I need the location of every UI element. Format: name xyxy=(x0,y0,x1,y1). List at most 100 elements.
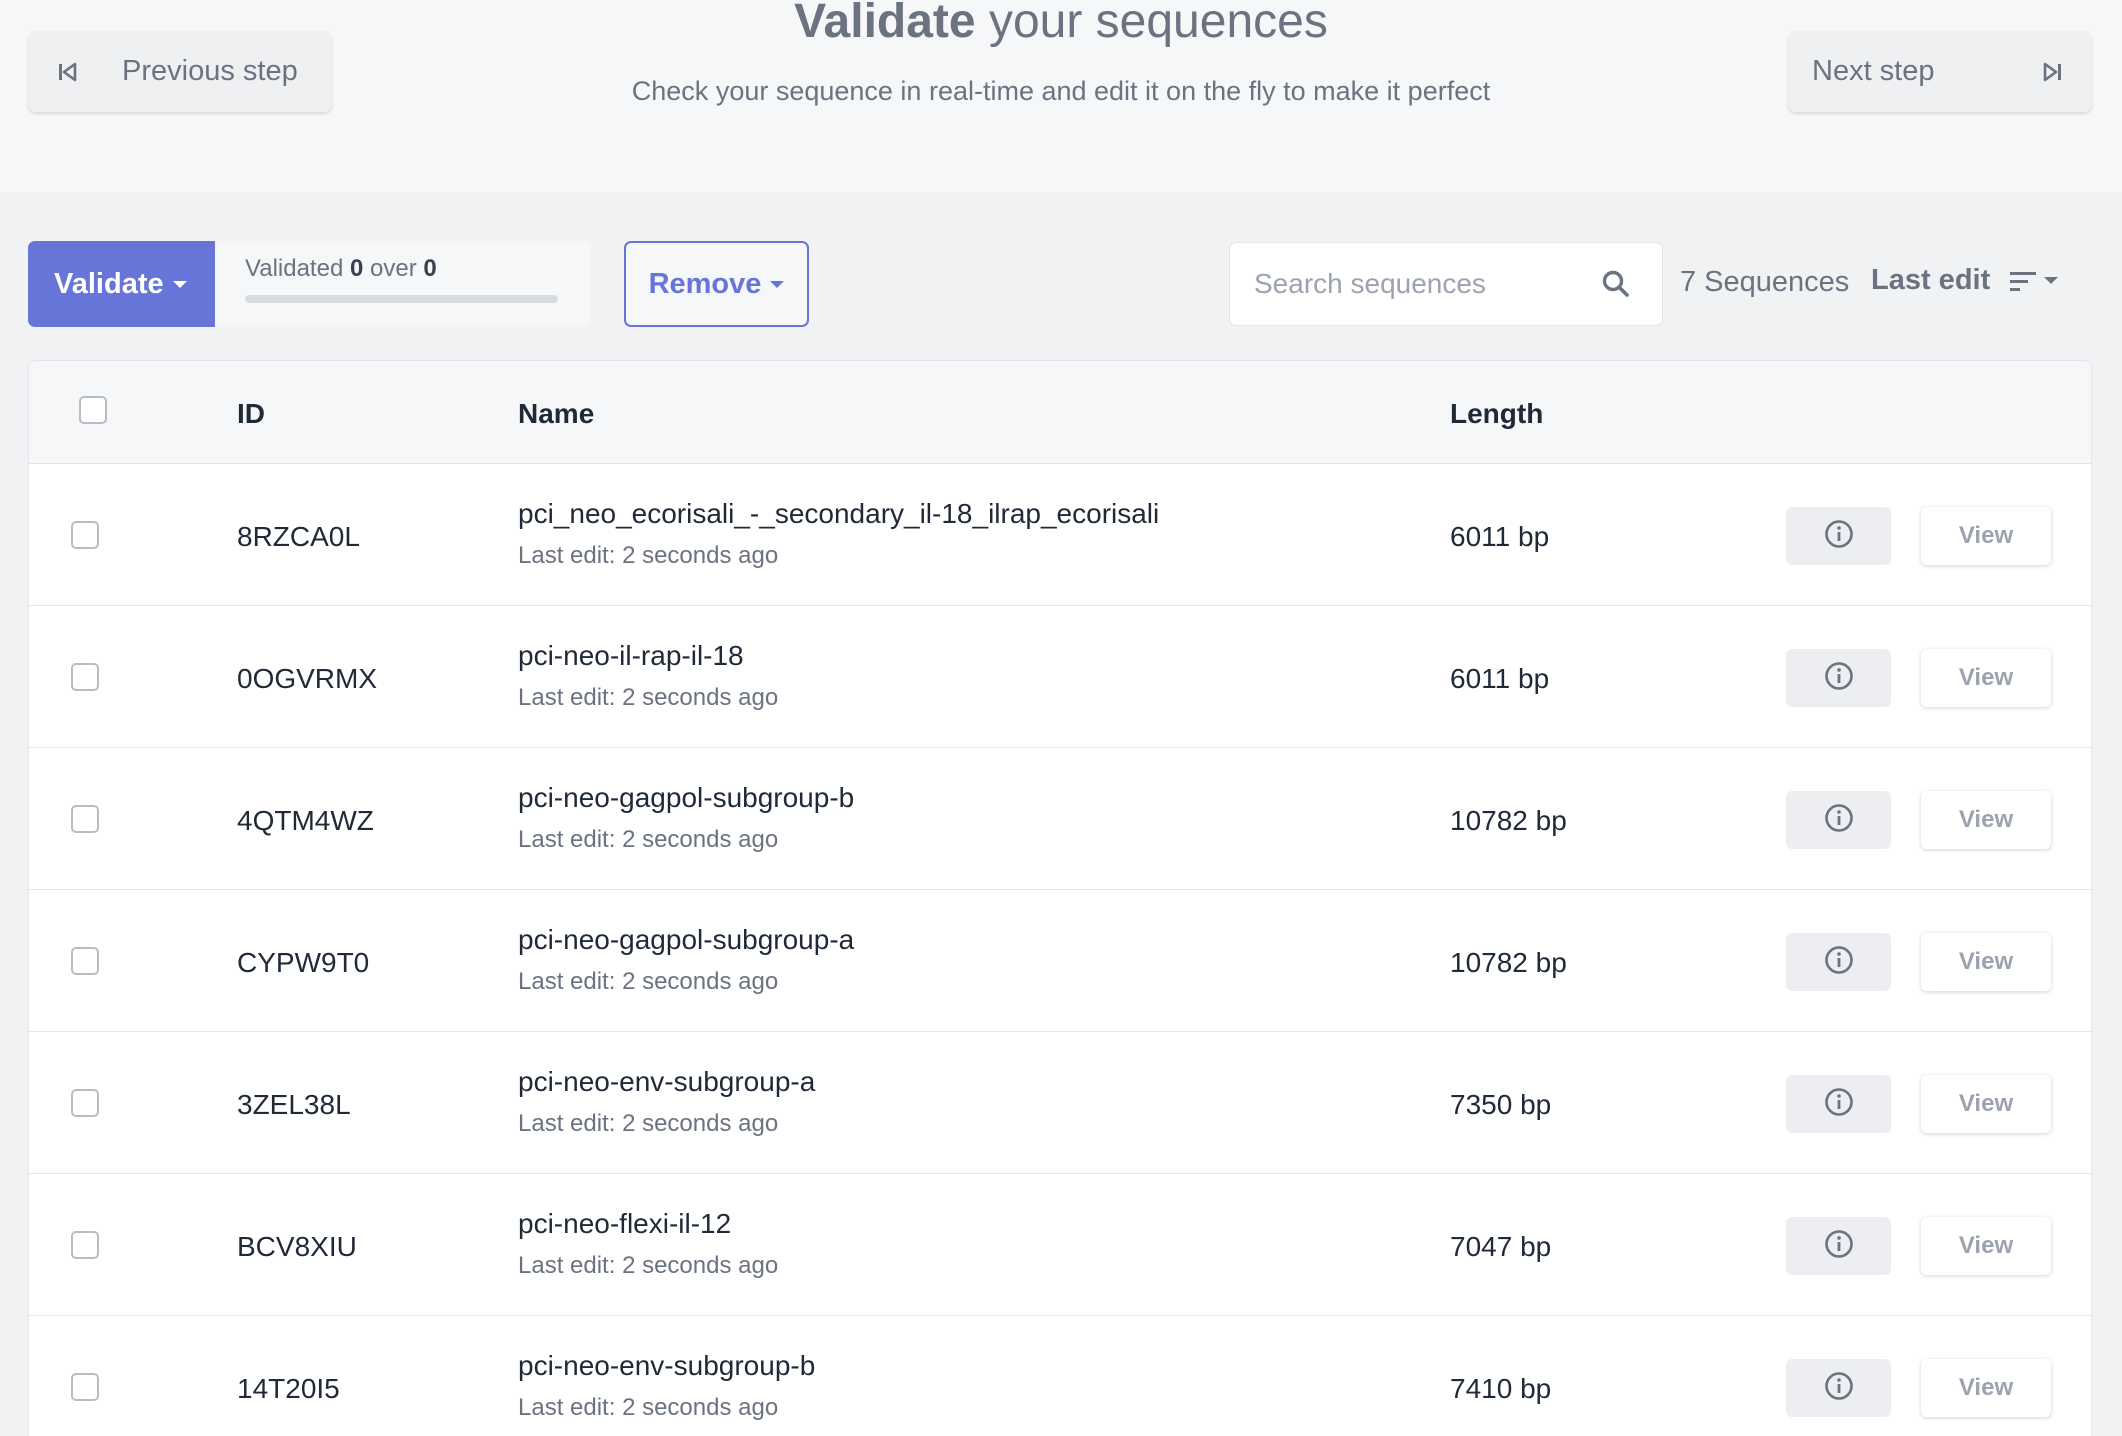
sequence-length: 10782 bp xyxy=(1450,947,1567,978)
page-title-rest: your sequences xyxy=(975,0,1328,48)
table-row: 8RZCA0L pci_neo_ecorisali_-_secondary_il… xyxy=(29,464,2091,606)
sequence-name: pci_neo_ecorisali_-_secondary_il-18_ilra… xyxy=(518,498,1160,529)
info-circle-icon xyxy=(1823,1228,1855,1265)
page-header: Previous step Validate your sequences Ch… xyxy=(0,0,2122,192)
sequences-table: ID Name Length 8RZCA0L pci_neo_ecorisali… xyxy=(28,360,2092,1436)
search-box xyxy=(1229,242,1663,326)
validated-total: 0 xyxy=(423,255,437,282)
sequence-count: 7 Sequences xyxy=(1680,266,1850,298)
sequence-name: pci-neo-flexi-il-12 xyxy=(518,1208,732,1239)
table-body: 8RZCA0L pci_neo_ecorisali_-_secondary_il… xyxy=(29,464,2091,1436)
page-subtitle: Check your sequence in real-time and edi… xyxy=(631,76,1491,106)
view-button[interactable]: View xyxy=(1921,507,2051,565)
info-circle-icon xyxy=(1823,1370,1855,1407)
view-button[interactable]: View xyxy=(1921,649,2051,707)
sequence-last-edit: Last edit: 2 seconds ago xyxy=(518,968,779,995)
column-header-name: Name xyxy=(518,398,595,429)
skip-back-icon xyxy=(56,61,78,83)
row-checkbox[interactable] xyxy=(71,1089,99,1117)
sort-label: Last edit xyxy=(1871,264,1991,296)
sequence-id: 3ZEL38L xyxy=(237,1089,351,1120)
sequence-last-edit: Last edit: 2 seconds ago xyxy=(518,826,779,853)
skip-forward-icon xyxy=(2042,61,2064,83)
sequence-id: BCV8XIU xyxy=(237,1231,357,1262)
view-button[interactable]: View xyxy=(1921,791,2051,849)
search-input[interactable] xyxy=(1230,268,1570,300)
row-checkbox[interactable] xyxy=(71,521,99,549)
sequence-id: 8RZCA0L xyxy=(237,521,360,552)
next-step-label: Next step xyxy=(1812,55,1935,87)
validation-progress-bar xyxy=(245,295,558,303)
sequence-last-edit: Last edit: 2 seconds ago xyxy=(518,684,779,711)
view-button[interactable]: View xyxy=(1921,1075,2051,1133)
caret-down-icon xyxy=(2044,277,2059,284)
caret-down-icon xyxy=(172,280,187,288)
info-button[interactable] xyxy=(1786,507,1891,565)
info-circle-icon xyxy=(1823,660,1855,697)
previous-step-button[interactable]: Previous step xyxy=(28,31,332,112)
row-checkbox[interactable] xyxy=(71,805,99,833)
row-checkbox[interactable] xyxy=(71,1231,99,1259)
sequence-id: CYPW9T0 xyxy=(237,947,370,978)
info-circle-icon xyxy=(1823,518,1855,555)
page-title: Validate your sequences xyxy=(0,0,2122,49)
sequence-name: pci-neo-env-subgroup-a xyxy=(518,1066,816,1097)
table-row: BCV8XIU pci-neo-flexi-il-12 Last edit: 2… xyxy=(29,1174,2091,1316)
column-header-length: Length xyxy=(1450,398,1544,429)
sequence-last-edit: Last edit: 2 seconds ago xyxy=(518,1394,779,1421)
validated-prefix: Validated xyxy=(245,255,350,282)
previous-step-label: Previous step xyxy=(122,55,298,87)
select-all-checkbox[interactable] xyxy=(79,396,107,424)
sequence-length: 10782 bp xyxy=(1450,805,1567,836)
table-header: ID Name Length xyxy=(29,361,2091,464)
sequence-id: 14T20I5 xyxy=(237,1373,340,1404)
sequence-id: 4QTM4WZ xyxy=(237,805,374,836)
validated-mid: over xyxy=(363,255,424,282)
info-button[interactable] xyxy=(1786,791,1891,849)
info-circle-icon xyxy=(1823,944,1855,981)
table-row: 4QTM4WZ pci-neo-gagpol-subgroup-b Last e… xyxy=(29,748,2091,890)
remove-label: Remove xyxy=(648,267,762,300)
caret-down-icon xyxy=(770,280,785,288)
sequence-length: 7350 bp xyxy=(1450,1089,1552,1120)
search-icon[interactable] xyxy=(1600,268,1632,305)
sequence-name: pci-neo-gagpol-subgroup-a xyxy=(518,924,855,955)
sequence-last-edit: Last edit: 2 seconds ago xyxy=(518,1252,779,1279)
table-row: 3ZEL38L pci-neo-env-subgroup-a Last edit… xyxy=(29,1032,2091,1174)
view-button[interactable]: View xyxy=(1921,933,2051,991)
view-button[interactable]: View xyxy=(1921,1359,2051,1417)
sequence-length: 6011 bp xyxy=(1450,521,1550,552)
view-button[interactable]: View xyxy=(1921,1217,2051,1275)
sequence-last-edit: Last edit: 2 seconds ago xyxy=(518,542,779,569)
info-circle-icon xyxy=(1823,802,1855,839)
sequence-length: 7410 bp xyxy=(1450,1373,1552,1404)
sequence-last-edit: Last edit: 2 seconds ago xyxy=(518,1110,779,1137)
sequence-id: 0OGVRMX xyxy=(237,663,378,694)
column-header-id: ID xyxy=(237,398,265,429)
sequence-name: pci-neo-gagpol-subgroup-b xyxy=(518,782,855,813)
validated-count: 0 xyxy=(349,255,364,282)
row-checkbox[interactable] xyxy=(71,663,99,691)
row-checkbox[interactable] xyxy=(71,947,99,975)
sequence-length: 7047 bp xyxy=(1450,1231,1552,1262)
validate-group: Validate Validated 0 over 0 xyxy=(28,241,591,327)
validation-status: Validated 0 over 0 xyxy=(215,241,591,327)
info-button[interactable] xyxy=(1786,649,1891,707)
info-button[interactable] xyxy=(1786,933,1891,991)
info-button[interactable] xyxy=(1786,1075,1891,1133)
sequence-name: pci-neo-il-rap-il-18 xyxy=(518,640,744,671)
table-row: 14T20I5 pci-neo-env-subgroup-b Last edit… xyxy=(29,1316,2091,1436)
sort-dropdown[interactable]: Last edit xyxy=(1871,264,2059,297)
table-row: CYPW9T0 pci-neo-gagpol-subgroup-a Last e… xyxy=(29,890,2091,1032)
sequence-length: 6011 bp xyxy=(1450,663,1550,694)
info-circle-icon xyxy=(1823,1086,1855,1123)
page-title-bold: Validate xyxy=(794,0,976,48)
validated-text: Validated 0 over 0 xyxy=(245,255,591,283)
row-checkbox[interactable] xyxy=(71,1373,99,1401)
table-row: 0OGVRMX pci-neo-il-rap-il-18 Last edit: … xyxy=(29,606,2091,748)
remove-dropdown-button[interactable]: Remove xyxy=(624,241,809,327)
info-button[interactable] xyxy=(1786,1217,1891,1275)
validate-dropdown-button[interactable]: Validate xyxy=(28,241,215,327)
next-step-button[interactable]: Next step xyxy=(1788,31,2092,112)
info-button[interactable] xyxy=(1786,1359,1891,1417)
